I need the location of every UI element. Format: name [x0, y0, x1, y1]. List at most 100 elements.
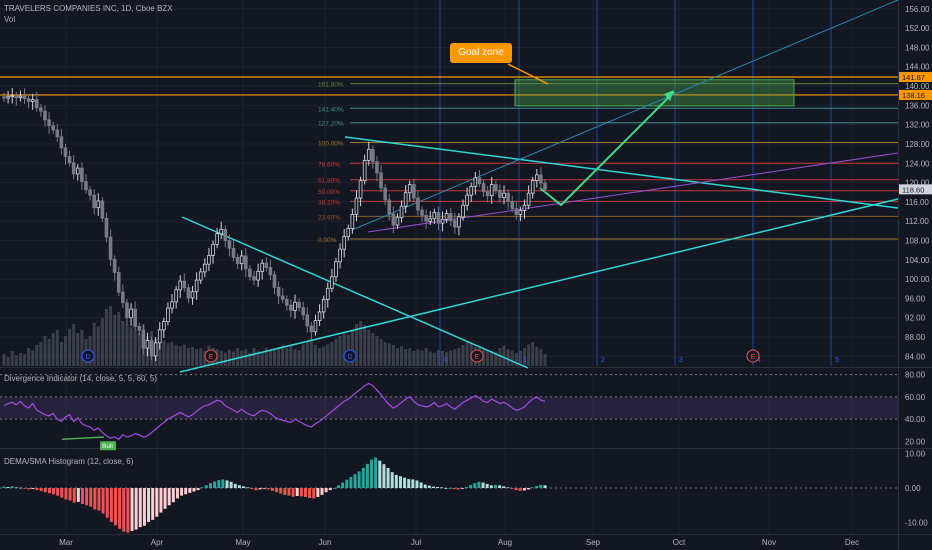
hist-bar	[444, 488, 448, 489]
hist-bar	[337, 485, 341, 489]
volume-bar	[195, 349, 199, 366]
volume-bar	[219, 351, 223, 366]
volume-bar	[293, 349, 297, 366]
candle-body	[457, 216, 461, 228]
volume-bar	[76, 333, 80, 366]
hist-bar	[411, 479, 415, 489]
candle-body	[526, 192, 531, 206]
hist-bar	[481, 482, 485, 489]
rsi-tick-label: 60.00	[905, 393, 926, 402]
volume-bar	[256, 351, 260, 366]
volume-bar	[117, 312, 121, 366]
hist-bar	[122, 488, 126, 532]
goal-zone-callout[interactable]: Goal zone	[450, 43, 512, 63]
volume-bar	[170, 342, 174, 366]
hist-bar	[43, 488, 47, 493]
volume-bar	[510, 350, 514, 366]
price-tick-label: 104.00	[905, 256, 930, 265]
hist-bar	[229, 481, 233, 489]
price-tick-label: 144.00	[905, 63, 930, 72]
candle-body	[325, 287, 330, 300]
hist-bar	[101, 488, 105, 514]
volume-bar	[539, 349, 543, 366]
price-tick-label: 128.00	[905, 140, 930, 149]
volume-bar	[449, 350, 453, 366]
candle-body	[469, 186, 474, 196]
volume-bar	[404, 349, 408, 366]
candle-body	[63, 147, 68, 157]
hist-bar	[403, 477, 407, 489]
event-marker	[746, 349, 760, 363]
volume-bar	[313, 345, 317, 366]
hist-bar	[196, 488, 200, 491]
volume-bar	[490, 351, 494, 366]
hist-bar	[440, 487, 444, 489]
fib-level-label: 141.40%	[318, 106, 344, 113]
candle-body	[67, 156, 72, 164]
month-tick-label: Oct	[673, 538, 686, 547]
hist-tick-label: 0.00	[905, 484, 921, 493]
hist-bar	[287, 488, 291, 496]
candle-body	[252, 276, 256, 281]
hist-bar	[357, 471, 361, 489]
hist-bar	[386, 467, 390, 489]
volume-bar	[432, 352, 436, 366]
volume-bar	[18, 352, 22, 366]
price-tick-label: 156.00	[905, 5, 930, 14]
goal-zone-rect	[514, 79, 795, 107]
hist-bar	[535, 485, 539, 489]
candle-body	[510, 201, 515, 210]
price-label: 138.16	[902, 91, 925, 100]
hist-bar	[225, 480, 229, 489]
volume-bar	[22, 354, 26, 366]
volume-bar	[96, 326, 100, 366]
hist-bar	[324, 488, 328, 493]
candle-body	[22, 95, 27, 100]
volume-bar	[535, 346, 539, 366]
hist-bar	[531, 487, 535, 489]
hist-bar	[543, 485, 547, 489]
volume-bar	[59, 342, 63, 366]
volume-bar	[268, 349, 272, 366]
price-tick-label: 152.00	[905, 24, 930, 33]
volume-bar	[428, 351, 432, 366]
candlesticks	[2, 87, 547, 362]
hist-bar	[303, 488, 307, 498]
hist-bar	[407, 479, 411, 489]
candle-body	[301, 307, 305, 316]
price-tick-label: 120.00	[905, 179, 930, 188]
hist-bar	[522, 488, 526, 491]
hist-bar	[374, 457, 378, 489]
volume-bar	[363, 325, 367, 366]
rsi-tick-label: 20.00	[905, 437, 926, 446]
candle-body	[289, 304, 293, 311]
fib-level-label: 100.00%	[318, 141, 344, 148]
candle-body	[219, 229, 224, 235]
histogram-pane	[0, 457, 898, 533]
month-tick-label: Nov	[762, 538, 776, 547]
candle-body	[174, 289, 178, 303]
candle-body	[342, 236, 346, 250]
candle-body	[379, 172, 383, 189]
candle-body	[371, 148, 375, 163]
hist-bar	[188, 488, 192, 493]
volume-bar	[494, 351, 498, 366]
candle-body	[75, 167, 80, 175]
hist-bar	[105, 488, 109, 518]
candle-body	[461, 204, 465, 218]
candle-body	[157, 329, 162, 344]
hist-bar	[93, 488, 97, 510]
candle-body	[129, 308, 133, 319]
hist-bar	[109, 488, 113, 522]
hist-bar	[246, 487, 250, 489]
hist-bar	[204, 485, 208, 489]
hist-bar	[465, 487, 469, 489]
candle-body	[145, 340, 150, 349]
chart-title: TRAVELERS COMPANIES INC, 1D, Cboe BZX	[4, 4, 173, 13]
price-tick-label: 88.00	[905, 333, 926, 342]
bull-label-badge	[100, 441, 116, 451]
volume-bar	[191, 346, 195, 366]
candle-body	[264, 262, 269, 268]
volume-bar	[441, 351, 445, 366]
